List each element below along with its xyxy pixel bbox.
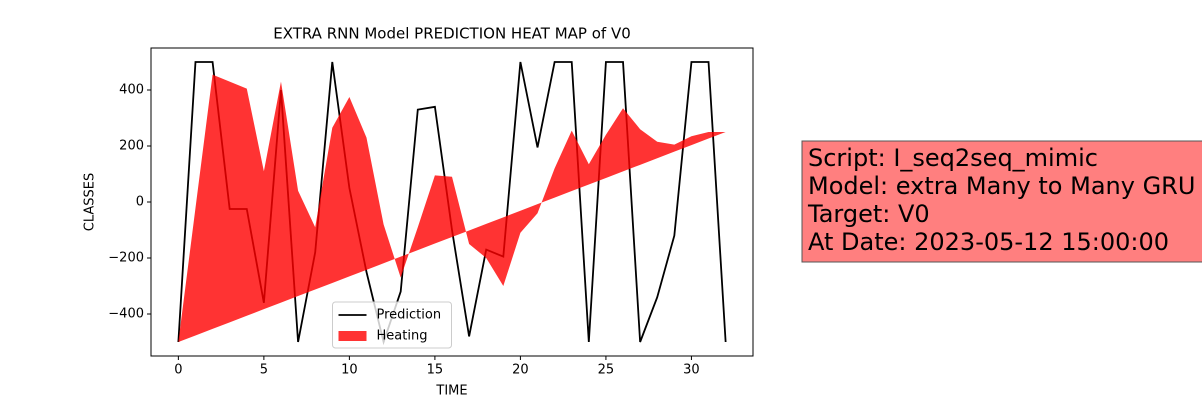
legend-label: Prediction (377, 308, 442, 323)
info-box-bg (801, 140, 1202, 263)
x-tick-label: 20 (512, 363, 529, 378)
y-tick-label: 0 (136, 195, 144, 210)
y-axis-label: CLASSES (83, 173, 98, 231)
x-tick-label: 5 (260, 363, 268, 378)
chart-title: EXTRA RNN Model PREDICTION HEAT MAP of V… (273, 25, 631, 43)
y-tick-label: −200 (108, 251, 144, 266)
heat-area (178, 74, 726, 342)
info-line: At Date: 2023-05-12 15:00:00 (808, 228, 1169, 256)
y-tick-label: −400 (108, 307, 144, 322)
info-line: Target: V0 (807, 200, 930, 228)
y-tick-label: 400 (119, 83, 144, 98)
plot-area (177, 61, 727, 346)
x-axis-label: TIME (435, 384, 467, 399)
x-tick-label: 10 (341, 363, 358, 378)
y-tick-label: 200 (119, 139, 144, 154)
x-tick-label: 15 (427, 363, 444, 378)
x-tick-label: 0 (174, 363, 182, 378)
info-line: Model: extra Many to Many GRU (808, 172, 1195, 200)
legend-label: Heating (377, 329, 428, 344)
legend-swatch (338, 331, 367, 341)
x-tick-label: 25 (598, 363, 615, 378)
legend: Prediction Heating (332, 301, 452, 349)
info-line: Script: I_seq2seq_mimic (808, 144, 1098, 172)
x-tick-label: 30 (683, 363, 700, 378)
